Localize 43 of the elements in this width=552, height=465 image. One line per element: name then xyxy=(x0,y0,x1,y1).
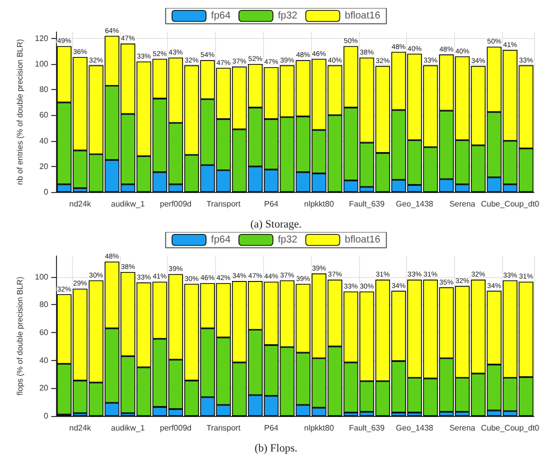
x-tick-label: P64 xyxy=(264,424,279,432)
x-tick-label: P64 xyxy=(264,200,279,208)
y-tick-label: 0 xyxy=(44,412,49,420)
legend-label: fp64 xyxy=(211,10,231,22)
y-tick-label: 100 xyxy=(34,272,49,282)
x-tick-label: Serena xyxy=(449,200,476,208)
x-tick-label: Geo_1438 xyxy=(396,424,434,432)
y-tick-label: 60 xyxy=(39,110,49,120)
x-tick-label: Serena xyxy=(449,424,476,432)
x-tick-label: perf009d xyxy=(160,200,192,208)
legend-label: fp32 xyxy=(278,234,298,246)
x-tick-label: Transport xyxy=(206,424,242,432)
y-tick-label: 40 xyxy=(39,356,49,365)
x-tick-label: Fault_639 xyxy=(348,200,386,208)
x-tick-label: Cube_Coup_dt0 xyxy=(480,200,540,208)
y-axis-title: flops (% of double precision BLR) xyxy=(16,276,24,396)
x-tick-label: Geo_1438 xyxy=(396,200,434,208)
text: (a) Storage. xyxy=(250,218,302,230)
legend-label: bfloat16 xyxy=(344,234,381,246)
y-tick-label: 120 xyxy=(34,34,49,43)
text: (b) Flops. xyxy=(254,442,298,454)
x-tick-label: audikw_1 xyxy=(111,424,146,432)
y-tick-label: 0 xyxy=(44,188,49,196)
x-tick-label: nlpkkt80 xyxy=(304,200,334,208)
y-tick-label: 100 xyxy=(34,60,49,68)
x-tick-label: perf009d xyxy=(160,424,192,432)
x-tick-label: Cube_Coup_dt0 xyxy=(480,424,540,432)
x-tick-label: Fault_639 xyxy=(348,424,386,432)
x-tick-label: nd24k xyxy=(69,200,92,208)
y-tick-label: 40 xyxy=(39,136,49,146)
x-tick-label: audikw_1 xyxy=(111,200,146,208)
legend-label: fp64 xyxy=(211,234,231,246)
x-tick-label: nd24k xyxy=(69,424,92,432)
y-tick-label: 80 xyxy=(39,300,49,310)
y-tick-label: 60 xyxy=(39,328,49,338)
x-tick-label: nlpkkt80 xyxy=(304,424,334,432)
legend-label: fp32 xyxy=(278,10,298,22)
legend-label: bfloat16 xyxy=(344,10,381,22)
x-tick-label: Transport xyxy=(206,200,242,208)
y-axis-title: nb of entries (% of double precision BLR) xyxy=(16,38,24,185)
y-tick-label: 20 xyxy=(39,384,49,393)
y-tick-label: 20 xyxy=(39,162,49,171)
y-tick-label: 80 xyxy=(39,85,49,94)
